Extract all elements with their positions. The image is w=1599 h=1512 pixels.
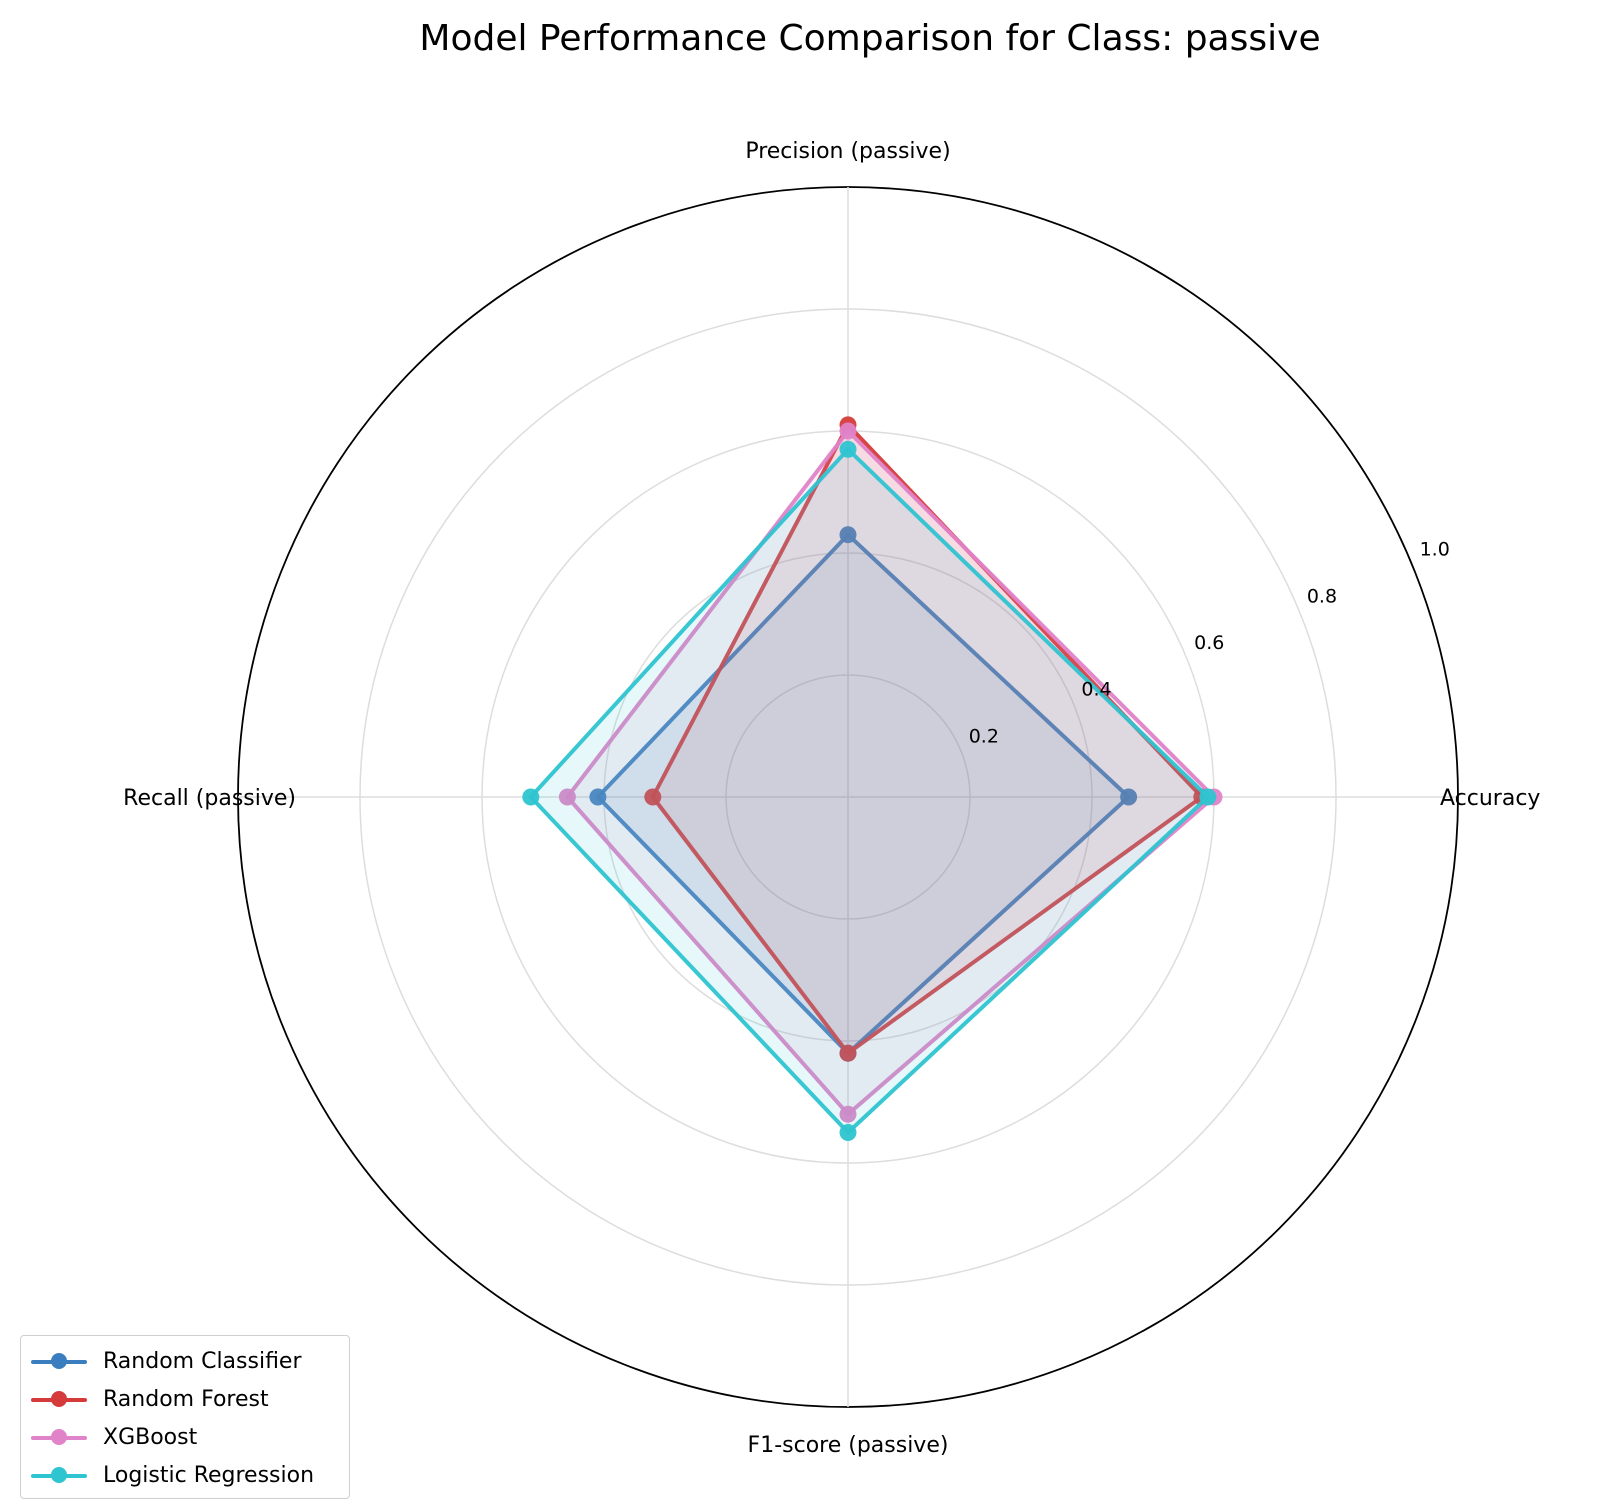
legend-label: XGBoost [103, 1424, 198, 1450]
legend-marker [51, 1391, 67, 1407]
data-point [522, 788, 540, 806]
legend-item: Random Classifier [31, 1342, 339, 1380]
tick-label: 0.8 [1307, 585, 1337, 607]
data-point [589, 788, 607, 806]
legend-swatch [31, 1427, 87, 1447]
data-point [839, 440, 857, 458]
legend-label: Random Classifier [103, 1348, 302, 1374]
axis-label: Precision (passive) [745, 139, 950, 164]
legend-label: Random Forest [103, 1386, 269, 1412]
legend-marker [51, 1429, 67, 1445]
data-point [839, 526, 857, 544]
legend-swatch [31, 1351, 87, 1371]
data-point [1120, 788, 1138, 806]
axis-label: Accuracy [1440, 786, 1540, 811]
tick-label: 0.6 [1194, 632, 1224, 654]
data-point [839, 422, 857, 440]
legend-item: Random Forest [31, 1380, 339, 1418]
legend: Random Classifier Random Forest XGBoost Log… [20, 1335, 350, 1499]
legend-item: XGBoost [31, 1418, 339, 1456]
legend-swatch [31, 1465, 87, 1485]
legend-label: Logistic Regression [103, 1462, 315, 1488]
axis-label: Recall (passive) [123, 786, 296, 811]
tick-label: 0.2 [969, 725, 999, 747]
tick-label: 1.0 [1420, 539, 1450, 561]
data-point [839, 1105, 857, 1123]
axis-label: F1-score (passive) [748, 1433, 949, 1458]
legend-item: Logistic Regression [31, 1456, 339, 1494]
legend-swatch [31, 1389, 87, 1409]
data-point [644, 788, 662, 806]
legend-marker [51, 1353, 67, 1369]
tick-label: 0.4 [1081, 679, 1111, 701]
data-point [839, 1124, 857, 1141]
data-point [558, 788, 576, 806]
legend-marker [51, 1467, 67, 1483]
radar-labels: Accuracy Precision (passive) Recall (passi… [123, 139, 1540, 1458]
chart-title: Model Performance Comparison for Class: … [419, 18, 1320, 59]
radar-series [522, 416, 1223, 1141]
series-area [597, 534, 1129, 1054]
series-area [567, 431, 1214, 1115]
data-point [839, 1044, 857, 1062]
series-area [530, 449, 1208, 1133]
data-point [1199, 788, 1217, 806]
